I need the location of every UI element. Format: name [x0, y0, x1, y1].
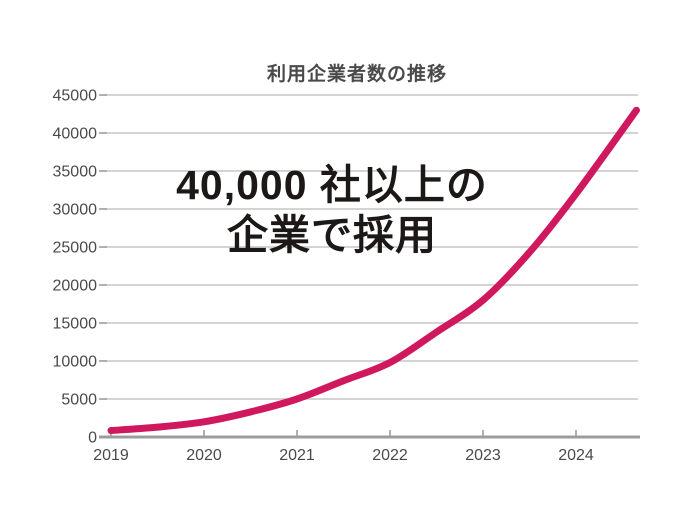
x-tick-label: 2020 — [186, 447, 222, 464]
annotation: 40,000 社以上の 企業で採用 — [176, 160, 488, 260]
y-tick-label: 30000 — [53, 202, 98, 219]
annotation-line1: 40,000 社以上の — [176, 162, 488, 208]
x-tick-label: 2024 — [558, 447, 594, 464]
y-tick-label: 20000 — [53, 278, 98, 295]
x-tick-label: 2023 — [465, 447, 501, 464]
y-tick-label: 0 — [88, 430, 97, 447]
data-line — [107, 106, 640, 435]
annotation-line2: 企業で採用 — [226, 212, 437, 258]
x-tick-label: 2019 — [93, 447, 129, 464]
y-tick-label: 25000 — [53, 240, 98, 257]
chart-title: 利用企業者数の推移 — [266, 64, 448, 85]
y-tick-label: 10000 — [53, 354, 98, 371]
y-tick-label: 40000 — [53, 126, 98, 143]
y-tick-label: 5000 — [61, 392, 97, 409]
x-tick-label: 2021 — [279, 447, 315, 464]
y-tick-label: 15000 — [53, 316, 98, 333]
y-tick-label: 35000 — [53, 164, 98, 181]
y-tick-label: 45000 — [53, 88, 98, 105]
x-tick-label: 2022 — [372, 447, 408, 464]
